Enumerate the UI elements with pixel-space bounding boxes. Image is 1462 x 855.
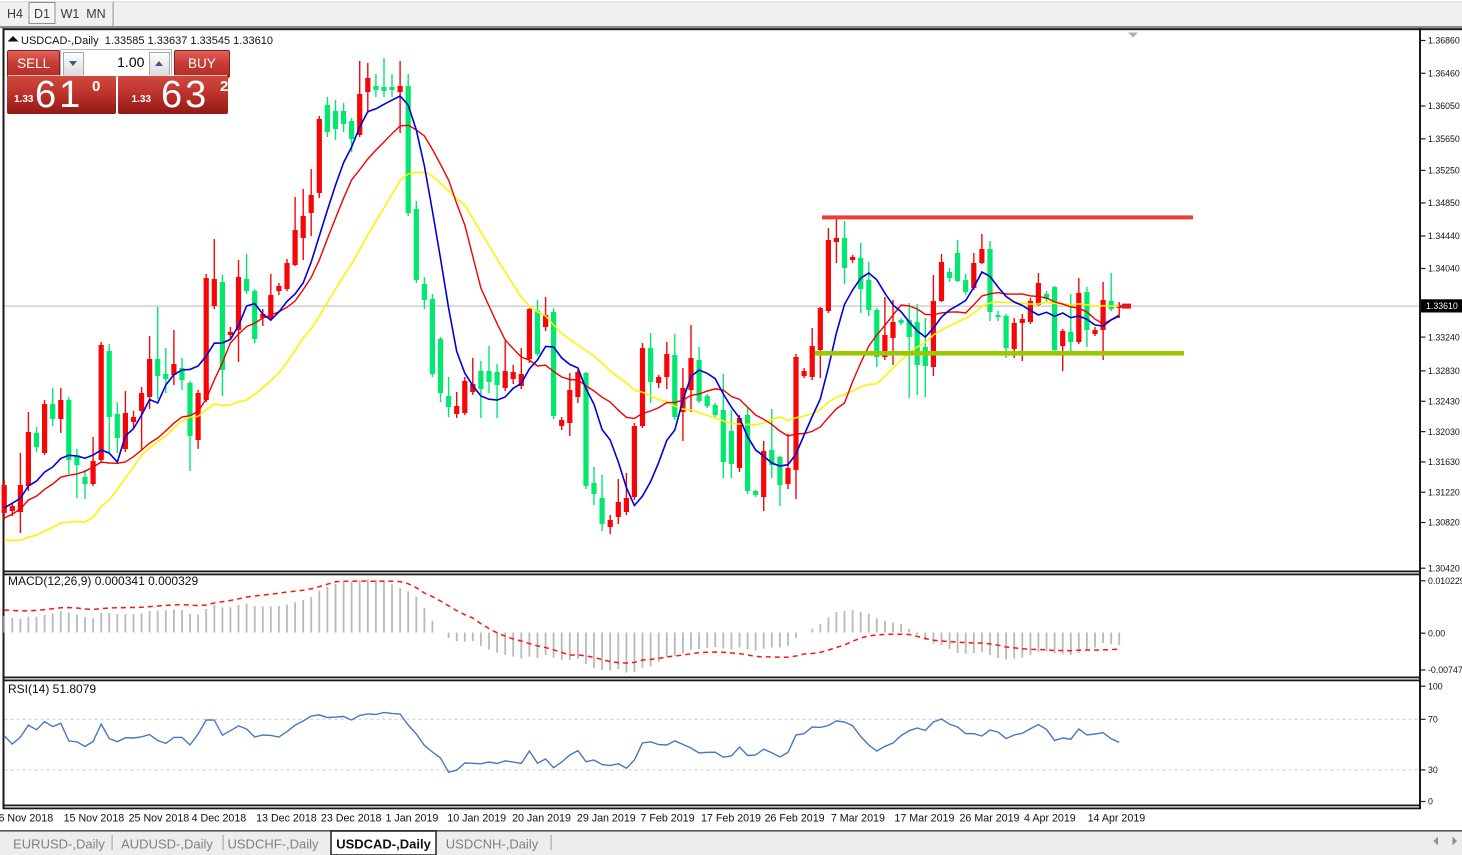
svg-text:1.34440: 1.34440 xyxy=(1428,231,1460,241)
svg-text:1.33240: 1.33240 xyxy=(1428,332,1460,342)
svg-text:1.34040: 1.34040 xyxy=(1428,264,1460,274)
svg-text:26 Feb 2019: 26 Feb 2019 xyxy=(765,813,825,825)
svg-text:30: 30 xyxy=(1428,765,1438,775)
svg-text:1.36460: 1.36460 xyxy=(1428,69,1460,79)
svg-text:10 Jan 2019: 10 Jan 2019 xyxy=(447,813,506,825)
svg-text:0.010229: 0.010229 xyxy=(1428,576,1462,586)
svg-text:USDCHF-,Daily: USDCHF-,Daily xyxy=(228,837,320,852)
svg-text:100: 100 xyxy=(1428,681,1443,691)
svg-text:1.34850: 1.34850 xyxy=(1428,198,1460,208)
svg-text:4 Apr 2019: 4 Apr 2019 xyxy=(1024,813,1076,825)
svg-text:17 Mar 2019: 17 Mar 2019 xyxy=(894,813,954,825)
svg-text:20 Jan 2019: 20 Jan 2019 xyxy=(512,813,571,825)
svg-text:17 Feb 2019: 17 Feb 2019 xyxy=(701,813,761,825)
svg-text:0: 0 xyxy=(1428,797,1433,807)
svg-text:1.32830: 1.32830 xyxy=(1428,366,1460,376)
svg-text:H4: H4 xyxy=(7,7,23,21)
svg-text:W1: W1 xyxy=(61,7,80,21)
svg-text:7 Mar 2019: 7 Mar 2019 xyxy=(831,813,885,825)
svg-text:26 Mar 2019: 26 Mar 2019 xyxy=(959,813,1019,825)
svg-text:USDCNH-,Daily: USDCNH-,Daily xyxy=(446,837,539,852)
svg-text:1.35250: 1.35250 xyxy=(1428,166,1460,176)
svg-text:6 Nov 2018: 6 Nov 2018 xyxy=(0,813,53,825)
svg-text:USDCAD-,Daily 1.33585 1.33637: USDCAD-,Daily 1.33585 1.33637 1.33545 1.… xyxy=(21,35,273,47)
svg-text:7 Feb 2019: 7 Feb 2019 xyxy=(640,813,694,825)
svg-text:-0.007477: -0.007477 xyxy=(1428,665,1462,675)
svg-text:25 Nov 2018: 25 Nov 2018 xyxy=(129,813,190,825)
svg-text:1.31220: 1.31220 xyxy=(1428,487,1460,497)
svg-text:1.36860: 1.36860 xyxy=(1428,36,1460,46)
svg-text:1.30820: 1.30820 xyxy=(1428,518,1460,528)
svg-text:15 Nov 2018: 15 Nov 2018 xyxy=(64,813,125,825)
svg-text:1.32430: 1.32430 xyxy=(1428,397,1460,407)
svg-text:1.35650: 1.35650 xyxy=(1428,134,1460,144)
svg-text:0.00: 0.00 xyxy=(1428,628,1445,638)
svg-text:70: 70 xyxy=(1428,715,1438,725)
svg-text:MACD(12,26,9) 0.000341 0.00032: MACD(12,26,9) 0.000341 0.000329 xyxy=(8,574,198,588)
svg-text:4 Dec 2018: 4 Dec 2018 xyxy=(192,813,247,825)
svg-text:D1: D1 xyxy=(34,7,50,21)
svg-text:1 Jan 2019: 1 Jan 2019 xyxy=(385,813,438,825)
svg-text:1.36050: 1.36050 xyxy=(1428,101,1460,111)
svg-text:23 Dec 2018: 23 Dec 2018 xyxy=(321,813,382,825)
svg-text:AUDUSD-,Daily: AUDUSD-,Daily xyxy=(121,837,213,852)
svg-text:USDCAD-,Daily: USDCAD-,Daily xyxy=(336,837,431,852)
svg-text:MN: MN xyxy=(86,7,105,21)
svg-text:1.31630: 1.31630 xyxy=(1428,457,1460,467)
svg-text:29 Jan 2019: 29 Jan 2019 xyxy=(577,813,636,825)
svg-text:1.30420: 1.30420 xyxy=(1428,563,1460,573)
svg-text:RSI(14) 51.8079: RSI(14) 51.8079 xyxy=(8,682,96,696)
svg-text:14 Apr 2019: 14 Apr 2019 xyxy=(1088,813,1146,825)
svg-text:1.32030: 1.32030 xyxy=(1428,427,1460,437)
svg-text:1.33610: 1.33610 xyxy=(1426,301,1458,311)
svg-text:EURUSD-,Daily: EURUSD-,Daily xyxy=(13,837,105,852)
svg-text:13 Dec 2018: 13 Dec 2018 xyxy=(256,813,317,825)
